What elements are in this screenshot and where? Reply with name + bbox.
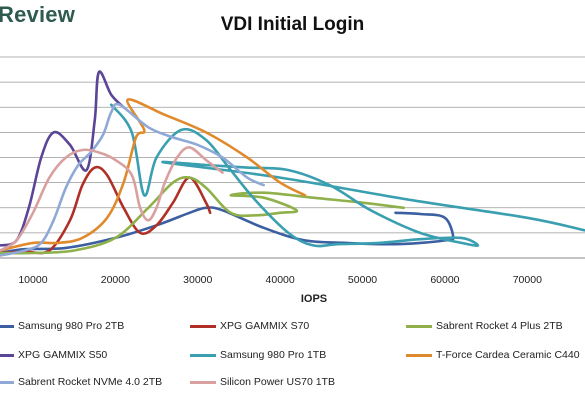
series-line-0 (0, 206, 455, 255)
chart-title: VDI Initial Login (220, 14, 365, 35)
x-tick-label: 60000 (430, 274, 459, 286)
site-logo: Review (0, 2, 76, 27)
series-line-4 (109, 103, 585, 248)
series-line-2 (0, 176, 405, 255)
series-line-7 (0, 146, 224, 252)
x-axis-label: IOPS (301, 293, 327, 305)
series-line-3 (0, 70, 125, 247)
x-tick-label: 70000 (513, 274, 542, 286)
grid-lines (0, 56, 585, 259)
series-layer (0, 70, 585, 257)
x-tick-label: 50000 (348, 274, 377, 286)
series-line-5 (0, 98, 307, 252)
x-tick-label: 20000 (101, 274, 130, 286)
x-axis-ticks: 10000 20000 30000 40000 50000 60000 70000 (18, 274, 542, 286)
x-tick-label: 40000 (266, 274, 295, 286)
x-tick-label: 10000 (18, 274, 47, 286)
x-tick-label: 30000 (183, 274, 212, 286)
series-line-6 (0, 102, 265, 257)
